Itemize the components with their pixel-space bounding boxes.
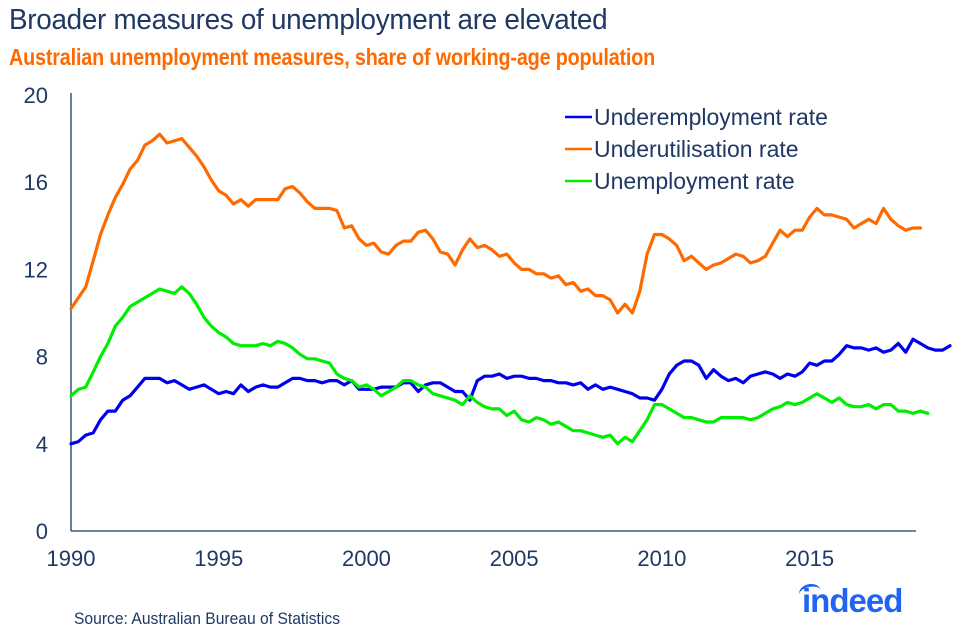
legend: Underemployment rate Underutilisation rat… bbox=[565, 104, 828, 194]
y-tick-label: 0 bbox=[36, 519, 48, 544]
y-tick-label: 4 bbox=[36, 432, 48, 457]
chart-title: Broader measures of unemployment are ele… bbox=[9, 4, 608, 36]
x-tick-label: 1995 bbox=[194, 546, 243, 571]
y-tick-label: 16 bbox=[24, 170, 48, 195]
chart-subtitle: Australian unemployment measures, share … bbox=[9, 44, 656, 70]
legend-label: Unemployment rate bbox=[594, 168, 795, 194]
legend-label: Underemployment rate bbox=[594, 104, 828, 130]
y-tick-label: 12 bbox=[24, 257, 48, 282]
series-line-unemployment-rate bbox=[69, 285, 930, 446]
series-line-underutilisation-rate bbox=[69, 132, 923, 315]
series-group bbox=[69, 132, 952, 446]
axes: 0 4 8 12 16 20 1990 1995 2000 2005 2010 2015 bbox=[24, 83, 916, 571]
legend-label: Underutilisation rate bbox=[594, 136, 799, 162]
x-tick-label: 2000 bbox=[342, 546, 391, 571]
indeed-logo: indeed bbox=[802, 582, 903, 619]
y-tick-label: 20 bbox=[24, 83, 48, 108]
x-tick-label: 2015 bbox=[785, 546, 834, 571]
series-line-underemployment-rate bbox=[69, 337, 952, 446]
x-tick-label: 2005 bbox=[490, 546, 539, 571]
x-tick-label: 1990 bbox=[47, 546, 96, 571]
source-note: Source: Australian Bureau of Statistics bbox=[74, 609, 341, 628]
x-tick-label: 2010 bbox=[637, 546, 686, 571]
y-tick-label: 8 bbox=[36, 345, 48, 370]
